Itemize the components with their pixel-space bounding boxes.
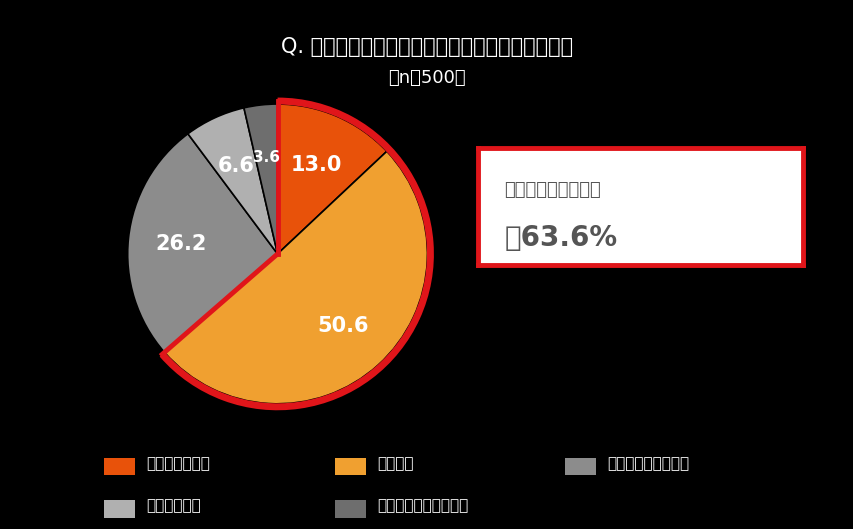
Bar (104, 500, 135, 517)
Text: とてもそう思う: とてもそう思う (147, 456, 210, 471)
Text: まったくそう思わない: まったくそう思わない (377, 499, 467, 514)
Wedge shape (188, 108, 277, 254)
Wedge shape (127, 134, 277, 352)
Text: 3.6: 3.6 (252, 150, 280, 165)
Bar (565, 458, 595, 475)
Text: ＝63.6%: ＝63.6% (503, 224, 617, 252)
Text: Q. コロナ祸において健康意識は高まりましたか。: Q. コロナ祸において健康意識は高まりましたか。 (281, 37, 572, 57)
Text: そう思わない: そう思わない (147, 499, 201, 514)
Text: そう思う: そう思う (377, 456, 413, 471)
Wedge shape (277, 104, 386, 254)
Text: 13.0: 13.0 (290, 154, 341, 175)
Text: （n＝500）: （n＝500） (388, 69, 465, 87)
Wedge shape (244, 104, 277, 254)
Text: 6.6: 6.6 (218, 156, 255, 176)
Wedge shape (165, 151, 427, 404)
Text: どちらともいえない: どちらともいえない (607, 456, 689, 471)
Bar (334, 458, 365, 475)
Text: 26.2: 26.2 (154, 233, 206, 253)
Bar (334, 500, 365, 517)
Text: 健康意識は高まった: 健康意識は高まった (503, 181, 601, 199)
Bar (104, 458, 135, 475)
Text: 50.6: 50.6 (316, 316, 368, 336)
